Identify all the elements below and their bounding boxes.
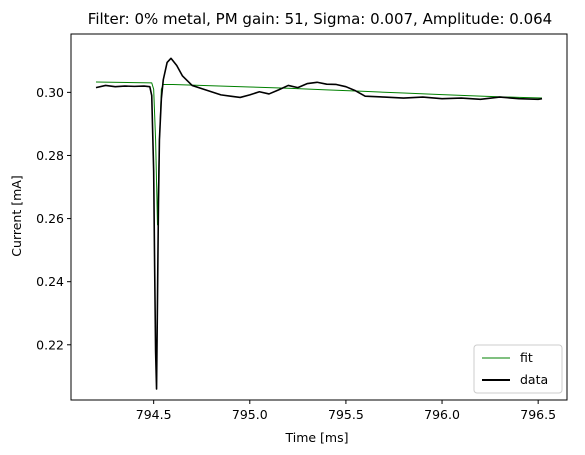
y-tick-label: 0.28 [36, 148, 64, 163]
chart-title: Filter: 0% metal, PM gain: 51, Sigma: 0.… [88, 10, 552, 28]
x-tick-label: 795.5 [328, 407, 364, 422]
legend-data-label: data [520, 372, 548, 387]
legend-box [474, 345, 562, 393]
x-tick-label: 796.5 [520, 407, 556, 422]
x-tick-label: 794.5 [136, 407, 172, 422]
legend: fit data [474, 345, 562, 393]
y-tick-label: 0.30 [36, 85, 64, 100]
y-tick-label: 0.22 [36, 337, 64, 352]
y-tick-label: 0.26 [36, 211, 64, 226]
x-axis-label: Time [ms] [284, 430, 348, 445]
x-tick-label: 796.0 [424, 407, 460, 422]
x-tick-label: 795.0 [232, 407, 268, 422]
legend-fit-label: fit [520, 350, 533, 365]
y-axis-label: Current [mA] [9, 175, 24, 256]
y-tick-label: 0.24 [36, 274, 64, 289]
